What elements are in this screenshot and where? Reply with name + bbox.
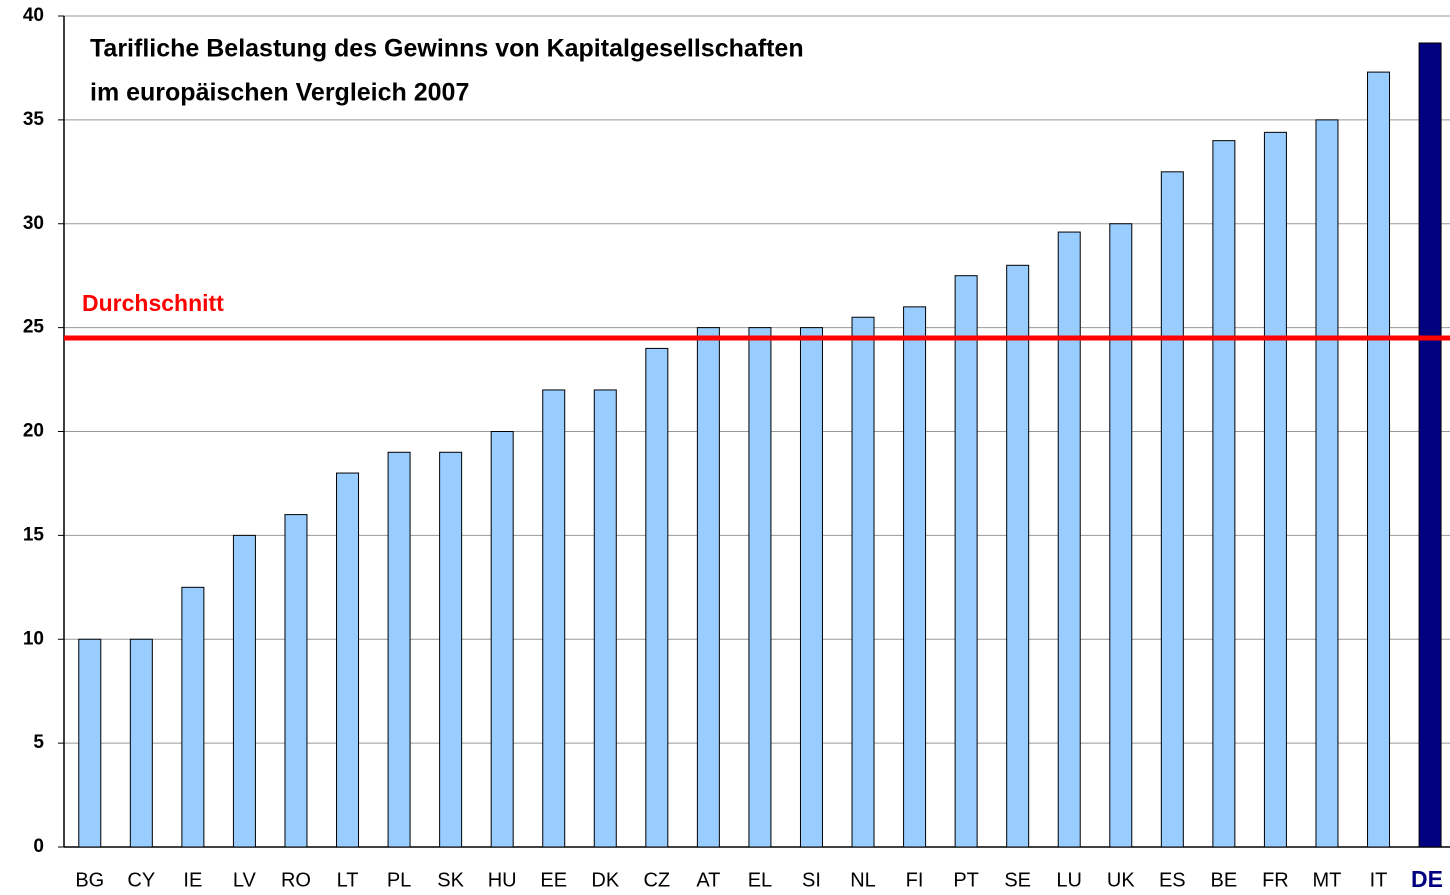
bar: [1367, 71, 1391, 848]
y-tick-label: 5: [33, 732, 44, 753]
bar: [1160, 171, 1184, 848]
x-tick-label: LU: [1056, 869, 1082, 891]
bar: [696, 327, 720, 848]
bar: [851, 316, 875, 848]
x-tick-label: EE: [540, 869, 567, 891]
x-tick-label: SI: [802, 869, 821, 891]
x-tick-label: PT: [953, 869, 979, 891]
bar: [799, 327, 823, 848]
x-tick-label: PL: [387, 869, 411, 891]
x-tick-label: HU: [488, 869, 517, 891]
bar: [1109, 223, 1133, 848]
bar: [1315, 119, 1339, 848]
bar: [1212, 140, 1236, 848]
x-tick-label: RO: [281, 869, 311, 891]
bar: [903, 306, 927, 848]
x-tick-label: FR: [1262, 869, 1289, 891]
x-tick-label: EL: [748, 869, 772, 891]
bar: [490, 431, 514, 848]
bar: [645, 347, 669, 848]
x-tick-label: SK: [437, 869, 464, 891]
bar: [232, 534, 256, 848]
x-tick-label: LV: [233, 869, 257, 891]
x-tick-label: IT: [1370, 869, 1388, 891]
y-tick-label: 25: [23, 317, 45, 338]
bar: [954, 275, 978, 848]
x-tick-label: IE: [183, 869, 202, 891]
bar: [542, 389, 566, 848]
chart-title: Tarifliche Belastung des Gewinns von Kap…: [90, 35, 804, 63]
x-tick-label: DK: [591, 869, 619, 891]
y-tick-label: 30: [23, 213, 44, 234]
y-tick-label: 0: [33, 836, 44, 857]
bar: [439, 451, 463, 848]
y-tick-label: 40: [23, 5, 44, 26]
y-tick-label: 35: [23, 109, 45, 130]
y-tick-label: 20: [23, 421, 44, 442]
bar: [284, 514, 308, 848]
bar: [593, 389, 617, 848]
x-tick-label: FI: [906, 869, 924, 891]
bar: [1006, 264, 1030, 848]
bar: [748, 327, 772, 848]
x-tick-label: BG: [75, 869, 104, 891]
x-tick-label: ES: [1159, 869, 1186, 891]
bar: [336, 472, 360, 848]
x-tick-label: LT: [337, 869, 359, 891]
x-tick-label: CY: [127, 869, 155, 891]
x-tick-label: UK: [1107, 869, 1135, 891]
x-tick-label: SE: [1004, 869, 1031, 891]
bar: [181, 586, 205, 848]
x-tick-label: BE: [1211, 869, 1238, 891]
x-tick-label: AT: [696, 869, 720, 891]
x-tick-label: NL: [850, 869, 876, 891]
bar: [1057, 231, 1081, 848]
bar: [387, 451, 411, 848]
x-tick-label: MT: [1313, 869, 1342, 891]
bar: [129, 638, 153, 848]
x-tick-label: DE: [1411, 866, 1443, 892]
reference-label: Durchschnitt: [82, 290, 224, 316]
y-tick-label: 15: [23, 524, 45, 545]
bar: [78, 638, 102, 848]
x-tick-label: CZ: [643, 869, 670, 891]
bar: [1418, 42, 1442, 848]
y-tick-label: 10: [23, 628, 44, 649]
chart-title: im europäischen Vergleich 2007: [90, 79, 469, 107]
bar: [1263, 131, 1287, 848]
